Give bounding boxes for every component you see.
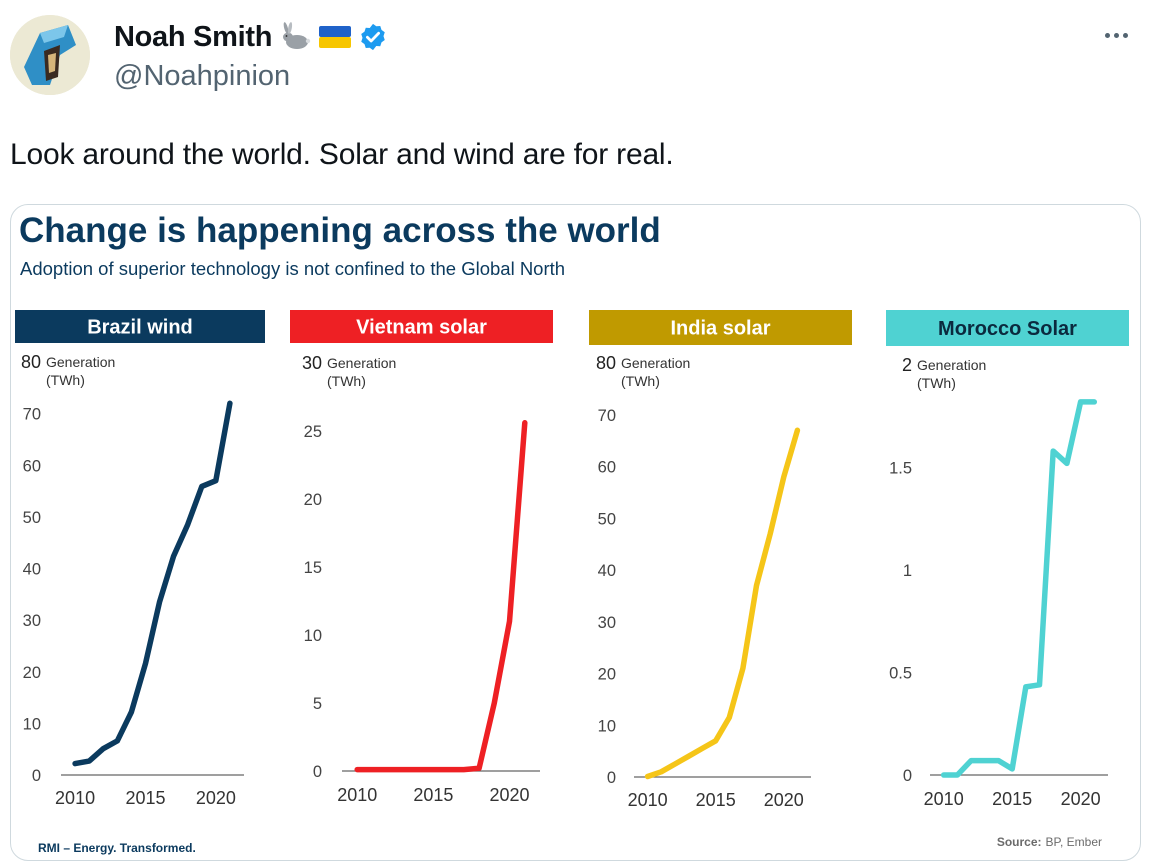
- footer-source-value: BP, Ember: [1046, 835, 1102, 849]
- avatar-image: [10, 15, 90, 95]
- more-dot-icon: [1122, 32, 1128, 38]
- chart-panel: Morocco Solar 0 0.5 1 1.5 2 Generation (TWh) 201…: [886, 310, 1129, 809]
- series-line: [644, 427, 801, 780]
- chart-header-bar: [15, 310, 265, 343]
- y-axis-title-line2: (TWh): [621, 373, 660, 389]
- more-dot-icon: [1104, 32, 1110, 38]
- x-tick-label: 2010: [337, 785, 377, 805]
- y-axis-title-line1: Generation: [46, 354, 115, 370]
- y-tick-label: 80: [596, 353, 616, 373]
- y-tick-label: 0: [607, 769, 616, 787]
- more-options-button[interactable]: [1096, 22, 1136, 48]
- series-line: [72, 400, 233, 767]
- y-tick-label: 2: [902, 355, 912, 375]
- y-tick-label: 15: [304, 559, 322, 577]
- y-tick-label: 10: [23, 715, 41, 733]
- infographic: Change is happening across the world Ado…: [15, 211, 1129, 855]
- footer-brand: RMI – Energy. Transformed.: [38, 841, 196, 855]
- footer-source: Source: BP, Ember: [997, 835, 1102, 849]
- tweet-media-image[interactable]: Change is happening across the world Ado…: [10, 204, 1141, 861]
- y-tick-label: 50: [598, 510, 616, 528]
- y-tick-label: 60: [598, 459, 616, 477]
- y-tick-label: 10: [304, 627, 322, 645]
- x-tick-label: 2020: [764, 790, 804, 810]
- y-tick-label: 30: [302, 353, 322, 373]
- chart-header-bar: [589, 310, 852, 345]
- chart-panel: Vietnam solar 0 5 10 15 20 25 30 Generation (TWh)…: [290, 310, 553, 805]
- author-avatar[interactable]: [10, 15, 90, 95]
- x-tick-label: 2010: [924, 789, 964, 809]
- y-tick-label: 1: [903, 562, 912, 580]
- author-display-name[interactable]: Noah Smith: [114, 20, 273, 53]
- x-tick-label: 2020: [196, 788, 236, 808]
- author-name-row: Noah Smith: [114, 17, 388, 57]
- x-tick-label: 2015: [992, 789, 1032, 809]
- series-line: [940, 399, 1098, 778]
- y-axis-title-line1: Generation: [621, 355, 690, 371]
- infographic-subtitle: Adoption of superior technology is not c…: [20, 258, 565, 279]
- chart-title: Vietnam solar: [356, 317, 487, 339]
- y-tick-label: 0: [903, 767, 912, 785]
- y-axis-title-line2: (TWh): [327, 373, 366, 389]
- chart-header-bar: [290, 310, 553, 343]
- y-tick-label: 30: [598, 614, 616, 632]
- chart-title: India solar: [670, 318, 770, 340]
- ukraine-flag-icon: [318, 24, 352, 50]
- y-tick-label: 50: [23, 509, 41, 527]
- x-tick-label: 2015: [125, 788, 165, 808]
- y-tick-label: 80: [21, 352, 41, 372]
- y-tick-label: 20: [23, 664, 41, 682]
- chart-title: Morocco Solar: [938, 318, 1077, 340]
- y-tick-label: 70: [23, 406, 41, 424]
- y-tick-label: 10: [598, 717, 616, 735]
- y-tick-label: 40: [598, 562, 616, 580]
- y-tick-label: 40: [23, 561, 41, 579]
- x-tick-label: 2010: [628, 790, 668, 810]
- y-tick-label: 1.5: [889, 460, 912, 478]
- chart-panel: India solar 0 10 20 30 40 50 60 70 80 Generation (T…: [589, 310, 852, 810]
- y-tick-label: 70: [598, 407, 616, 425]
- y-tick-label: 30: [23, 612, 41, 630]
- tweet-text: Look around the world. Solar and wind ar…: [10, 138, 674, 171]
- y-tick-label: 20: [598, 666, 616, 684]
- y-tick-label: 0.5: [889, 665, 912, 683]
- chart-header-bar: [886, 310, 1129, 346]
- x-tick-label: 2020: [490, 785, 530, 805]
- y-tick-label: 25: [304, 423, 322, 441]
- author-handle[interactable]: @Noahpinion: [114, 60, 291, 92]
- more-dot-icon: [1113, 32, 1119, 38]
- y-tick-label: 0: [32, 767, 41, 785]
- x-tick-label: 2015: [696, 790, 736, 810]
- y-axis-title-line1: Generation: [917, 357, 986, 373]
- y-axis-title-line1: Generation: [327, 355, 396, 371]
- y-tick-label: 60: [23, 457, 41, 475]
- verified-badge-icon: [358, 22, 388, 52]
- x-tick-label: 2020: [1061, 789, 1101, 809]
- rabbit-icon: [278, 22, 312, 52]
- y-tick-label: 0: [313, 763, 322, 781]
- chart-panel: Brazil wind 0 10 20 30 40 50 60 70 80 Generation (T…: [15, 310, 265, 808]
- x-tick-label: 2010: [55, 788, 95, 808]
- infographic-title: Change is happening across the world: [19, 211, 661, 250]
- series-line: [354, 420, 528, 773]
- y-axis-title-line2: (TWh): [46, 372, 85, 388]
- y-tick-label: 5: [313, 695, 322, 713]
- chart-title: Brazil wind: [87, 317, 193, 339]
- y-tick-label: 20: [304, 491, 322, 509]
- y-axis-title-line2: (TWh): [917, 375, 956, 391]
- footer-source-label: Source:: [997, 835, 1042, 849]
- x-tick-label: 2015: [413, 785, 453, 805]
